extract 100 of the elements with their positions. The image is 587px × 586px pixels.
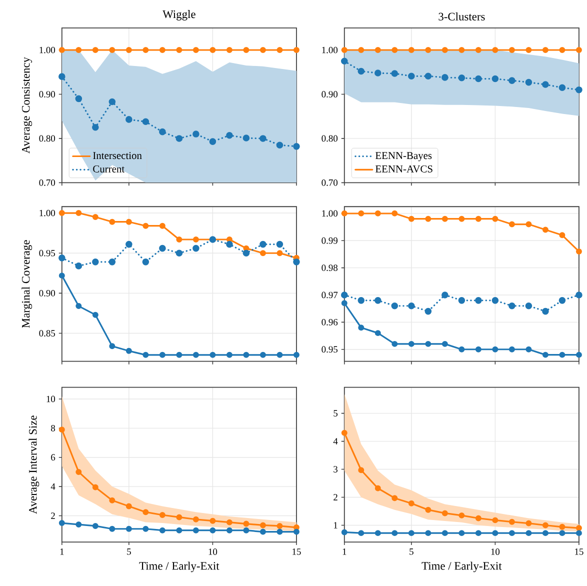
point [341, 210, 348, 216]
point [242, 134, 250, 142]
point [58, 47, 65, 54]
chart-title: Wiggle [162, 10, 196, 20]
point [341, 300, 348, 306]
point [192, 130, 200, 138]
x-tick-label: 10 [208, 548, 218, 555]
point [508, 221, 515, 228]
point [92, 484, 98, 490]
point [76, 303, 82, 310]
y-tick-label: 4 [50, 483, 56, 490]
point [176, 236, 182, 243]
point [142, 352, 149, 358]
point [408, 340, 414, 347]
legend-label: EENN-Bayes [375, 152, 432, 162]
point [358, 210, 364, 216]
point [293, 258, 300, 266]
point [475, 297, 482, 304]
point [92, 214, 98, 220]
point [358, 68, 365, 75]
point [176, 47, 182, 54]
point [358, 297, 365, 304]
point [392, 340, 398, 347]
point [408, 72, 415, 80]
point [142, 258, 150, 266]
x-tick-label: 10 [491, 548, 500, 555]
legend-label: Current [93, 165, 125, 172]
y-tick-label: 5 [334, 410, 338, 416]
point [176, 250, 183, 257]
point [126, 348, 132, 354]
point [576, 248, 582, 255]
point [475, 75, 482, 82]
point [260, 352, 266, 358]
x-tick-label: 1 [342, 548, 346, 555]
point [508, 518, 515, 525]
point [341, 529, 348, 536]
point [260, 522, 266, 528]
point [108, 258, 116, 266]
point [425, 47, 432, 54]
point [176, 135, 183, 142]
point [526, 221, 532, 228]
point [475, 216, 482, 222]
x-tick-label: 5 [127, 548, 131, 555]
point [109, 526, 116, 532]
point [58, 272, 65, 279]
point [576, 86, 582, 94]
point [159, 512, 166, 518]
y-tick-label: 0.90 [322, 91, 338, 98]
point [559, 352, 566, 358]
point [176, 352, 182, 358]
point [392, 530, 398, 536]
y-tick-label: 10 [46, 396, 56, 402]
point [92, 522, 98, 529]
point [340, 58, 348, 65]
y-tick-label: 0.70 [39, 179, 56, 186]
point [276, 142, 284, 149]
point [243, 520, 250, 527]
point [408, 530, 414, 536]
point [260, 528, 266, 535]
point [260, 250, 266, 256]
point [576, 352, 582, 358]
point [226, 240, 233, 248]
y-tick-label: 0.90 [39, 290, 56, 296]
point [558, 297, 566, 304]
point [75, 262, 82, 270]
point [226, 47, 232, 54]
x-tick-label: 15 [292, 548, 301, 555]
point [159, 128, 166, 136]
point [126, 526, 132, 532]
point [392, 495, 398, 502]
point [425, 216, 432, 222]
point [408, 500, 414, 506]
y-tick-label: 0.80 [322, 135, 338, 142]
point [142, 509, 149, 516]
point [576, 292, 582, 298]
point [76, 468, 82, 475]
point [391, 302, 398, 310]
point [358, 47, 364, 54]
point [76, 522, 82, 528]
point [109, 47, 116, 54]
point [576, 47, 582, 54]
point [391, 70, 398, 77]
point [126, 240, 132, 248]
point [159, 527, 166, 534]
point [559, 524, 566, 530]
point [176, 527, 182, 534]
point [542, 81, 549, 88]
chart-title: 3-Clusters [438, 12, 485, 20]
point [408, 216, 414, 222]
point [508, 302, 516, 310]
point [58, 210, 65, 216]
point [260, 135, 266, 142]
point [458, 297, 466, 304]
point [475, 47, 482, 54]
point [210, 527, 216, 534]
point [58, 520, 65, 526]
point [424, 308, 432, 315]
point [424, 72, 432, 80]
y-tick-label: 0.85 [39, 330, 56, 337]
point [542, 308, 549, 315]
